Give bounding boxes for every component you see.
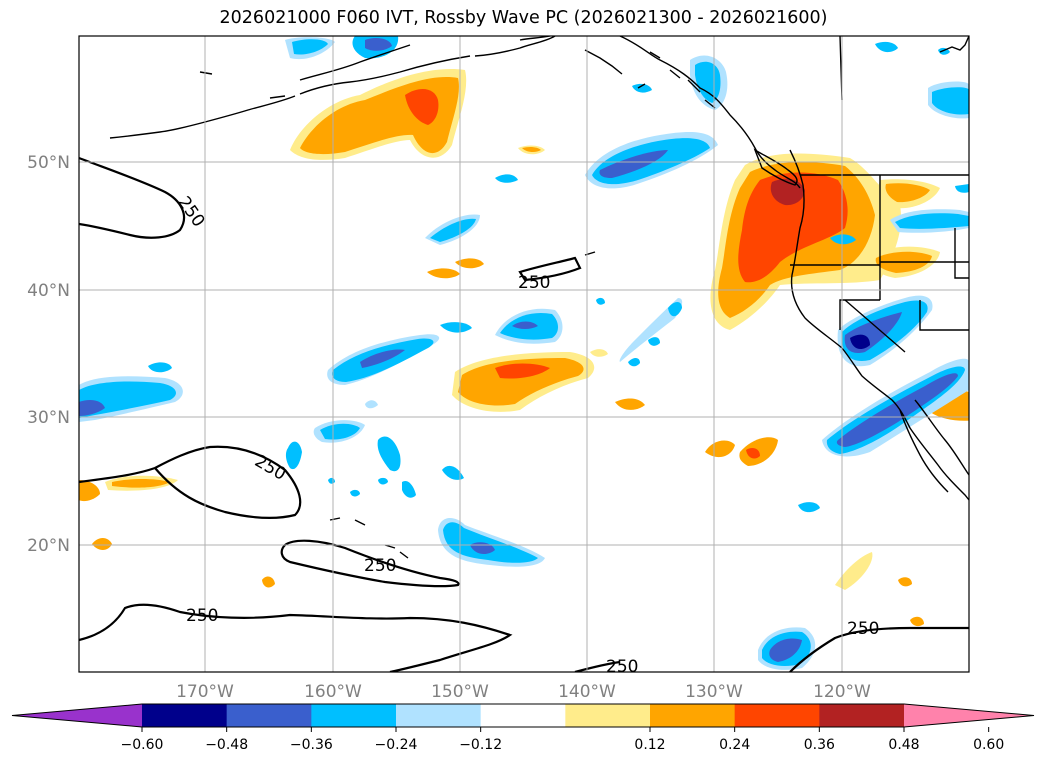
colorbar-tick-label: −0.60 xyxy=(121,737,164,753)
colorbar-tick-label: 0.36 xyxy=(804,737,835,753)
lat-label-20n: 20°N xyxy=(27,536,70,556)
colorbar-tick-label: −0.36 xyxy=(290,737,333,753)
gridlines xyxy=(79,36,969,672)
colorbar-tick-label: −0.12 xyxy=(459,737,502,753)
colorbar-segment xyxy=(565,704,651,727)
colorbar-segment xyxy=(819,704,905,727)
colorbar-tick-label: 0.60 xyxy=(973,737,1004,753)
lon-label-130w: 130°W xyxy=(685,682,743,702)
lat-label-30n: 30°N xyxy=(27,408,70,428)
colorbar-under-arrow xyxy=(12,704,142,727)
colorbar-segment xyxy=(311,704,397,727)
contour-label: 250 xyxy=(518,273,550,293)
colorbar-tick-label: 0.48 xyxy=(888,737,919,753)
colorbar: −0.60 −0.48 −0.36 −0.24 −0.12 0.12 0.24 0.36 0.4… xyxy=(11,703,1035,753)
colorbar-segment xyxy=(734,704,820,727)
colorbar-segment xyxy=(650,704,736,727)
colorbar-segment xyxy=(480,704,566,727)
colorbar-tick-label: −0.48 xyxy=(205,737,248,753)
contour-label: 250 xyxy=(186,606,218,626)
colorbar-tick-label: 0.12 xyxy=(634,737,665,753)
colorbar-segment xyxy=(226,704,312,727)
lon-label-120w: 120°W xyxy=(813,682,871,702)
ivt-shading xyxy=(79,36,969,670)
colorbar-segment xyxy=(396,704,482,727)
contour-label: 250 xyxy=(847,619,879,639)
colorbar-tick-label: 0.24 xyxy=(719,737,750,753)
lat-label-50n: 50°N xyxy=(27,153,70,173)
colorbar-tick-label: −0.24 xyxy=(375,737,418,753)
lon-label-150w: 150°W xyxy=(431,682,489,702)
lon-label-140w: 140°W xyxy=(558,682,616,702)
map-frame xyxy=(78,35,970,673)
longitude-axis: 170°W 160°W 150°W 140°W 130°W 120°W xyxy=(176,682,871,702)
contour-label: 250 xyxy=(364,556,396,576)
latitude-axis: 50°N 40°N 30°N 20°N xyxy=(27,153,70,556)
ivt-contours xyxy=(79,156,969,672)
lon-label-160w: 160°W xyxy=(304,682,362,702)
contour-label: 250 xyxy=(606,657,638,677)
colorbar-over-arrow xyxy=(904,704,1034,727)
colorbar-segment xyxy=(142,704,228,727)
map-title: 2026021000 F060 IVT, Rossby Wave PC (202… xyxy=(219,8,828,28)
lat-label-40n: 40°N xyxy=(27,281,70,301)
lon-label-170w: 170°W xyxy=(176,682,234,702)
